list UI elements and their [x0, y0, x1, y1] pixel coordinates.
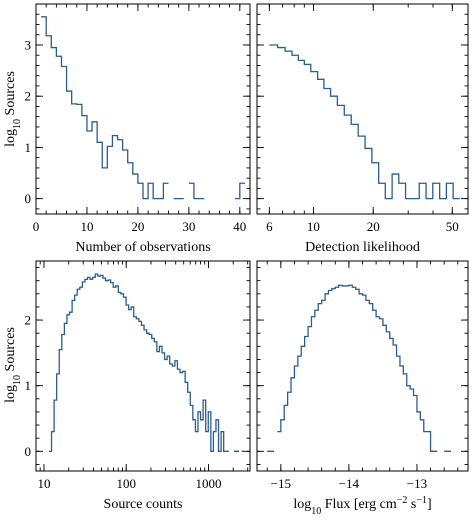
x-tick-label: 50	[446, 219, 459, 234]
panel-number-of-observations: 0 10 20 30 40 0 1 2 3 Number of observations log10…	[3, 3, 251, 255]
x-tick-label: 1000	[195, 476, 221, 491]
x-tick-label: 0	[33, 219, 40, 234]
y-tick-label: 1	[25, 140, 32, 155]
panel-source-counts: 10 100 1000 0 1 2 Source counts log10 Sources	[3, 260, 251, 512]
y-tick-label: 2	[25, 313, 32, 328]
x-tick-label: 10	[37, 476, 50, 491]
plot-frame	[256, 3, 469, 215]
y-tick-label: 3	[25, 37, 32, 52]
y-tick-label: 1	[25, 378, 32, 393]
histogram-series	[267, 284, 451, 452]
x-tick-label: 20	[131, 219, 144, 234]
plot-frame	[256, 260, 469, 472]
x-tick-label: 40	[233, 219, 246, 234]
x-tick-label: 100	[116, 476, 136, 491]
plot-frame	[35, 260, 251, 472]
histogram-series	[41, 16, 245, 200]
x-tick-label: −13	[407, 476, 427, 491]
panel-detection-likelihood: 6 10 20 50 Detection likelihood	[256, 3, 469, 255]
panel-log-flux: −15 −14 −13 log10 Flux [erg cm−2 s−1]	[256, 260, 469, 517]
x-axis-label: Detection likelihood	[305, 240, 420, 255]
x-axis-label: Source counts	[104, 497, 183, 512]
y-tick-label: 0	[25, 191, 32, 206]
x-tick-label: −14	[339, 476, 360, 491]
histogram-series	[269, 44, 460, 200]
x-tick-label: 30	[182, 219, 195, 234]
x-tick-label: 10	[80, 219, 93, 234]
x-tick-label: 6	[266, 219, 273, 234]
y-axis-label: log10 Sources	[3, 327, 23, 403]
x-axis-label: log10 Flux [erg cm−2 s−1]	[293, 495, 431, 517]
histogram-series	[48, 273, 245, 452]
x-tick-label: −15	[271, 476, 291, 491]
plot-frame	[35, 3, 251, 215]
y-axis-label: log10 Sources	[3, 71, 23, 147]
x-tick-label: 10	[307, 219, 320, 234]
x-axis-label: Number of observations	[75, 240, 210, 255]
y-tick-label: 2	[25, 89, 32, 104]
y-tick-label: 0	[25, 444, 32, 459]
x-tick-label: 20	[367, 219, 380, 234]
